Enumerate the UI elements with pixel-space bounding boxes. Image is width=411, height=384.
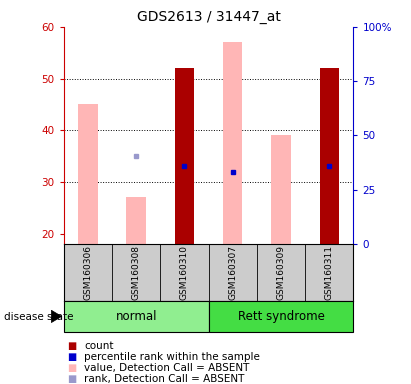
Text: GSM160309: GSM160309 bbox=[277, 245, 286, 300]
Bar bbox=[223, 42, 242, 244]
Text: normal: normal bbox=[115, 310, 157, 323]
Bar bbox=[320, 68, 339, 244]
Bar bbox=[209, 301, 353, 332]
Title: GDS2613 / 31447_at: GDS2613 / 31447_at bbox=[136, 10, 281, 25]
Text: value, Detection Call = ABSENT: value, Detection Call = ABSENT bbox=[84, 363, 249, 373]
Text: percentile rank within the sample: percentile rank within the sample bbox=[84, 352, 260, 362]
Text: Rett syndrome: Rett syndrome bbox=[238, 310, 324, 323]
Bar bbox=[271, 136, 291, 244]
Text: GSM160310: GSM160310 bbox=[180, 245, 189, 300]
Text: GSM160307: GSM160307 bbox=[228, 245, 237, 300]
Bar bbox=[175, 68, 194, 244]
Bar bbox=[175, 68, 194, 244]
Text: ■: ■ bbox=[67, 352, 76, 362]
Polygon shape bbox=[51, 310, 62, 323]
Text: rank, Detection Call = ABSENT: rank, Detection Call = ABSENT bbox=[84, 374, 245, 384]
Bar bbox=[64, 301, 208, 332]
Text: GSM160308: GSM160308 bbox=[132, 245, 141, 300]
Text: GSM160311: GSM160311 bbox=[325, 245, 334, 300]
Text: ■: ■ bbox=[67, 363, 76, 373]
Text: count: count bbox=[84, 341, 114, 351]
Text: disease state: disease state bbox=[4, 312, 74, 322]
Text: GSM160306: GSM160306 bbox=[83, 245, 92, 300]
Text: ■: ■ bbox=[67, 374, 76, 384]
Text: ■: ■ bbox=[67, 341, 76, 351]
Bar bbox=[320, 68, 339, 244]
Bar bbox=[78, 104, 97, 244]
Bar bbox=[127, 197, 146, 244]
